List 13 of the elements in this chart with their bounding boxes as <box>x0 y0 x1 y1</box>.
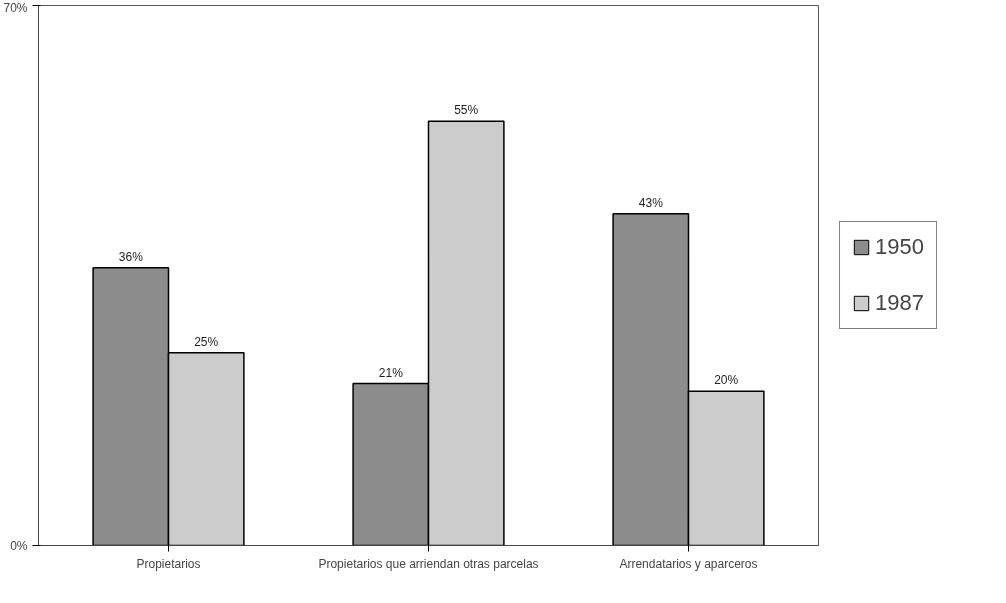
y-tick-label: 0% <box>10 538 28 553</box>
x-tick-label: Propietarios <box>136 556 201 571</box>
data-label: 20% <box>714 373 739 388</box>
legend-label: 1987 <box>875 290 924 316</box>
data-label: 21% <box>378 365 404 380</box>
data-label: 25% <box>194 334 219 349</box>
x-tick-label: Propietarios que arriendan otras parcelas <box>318 556 539 571</box>
data-label: 36% <box>118 249 144 264</box>
data-label: 55% <box>454 103 479 118</box>
x-tick-label: Arrendatarios y aparceros <box>619 556 758 571</box>
y-tick-label: 70% <box>3 0 28 15</box>
legend-label: 1950 <box>875 234 924 260</box>
data-label: 43% <box>638 195 664 210</box>
